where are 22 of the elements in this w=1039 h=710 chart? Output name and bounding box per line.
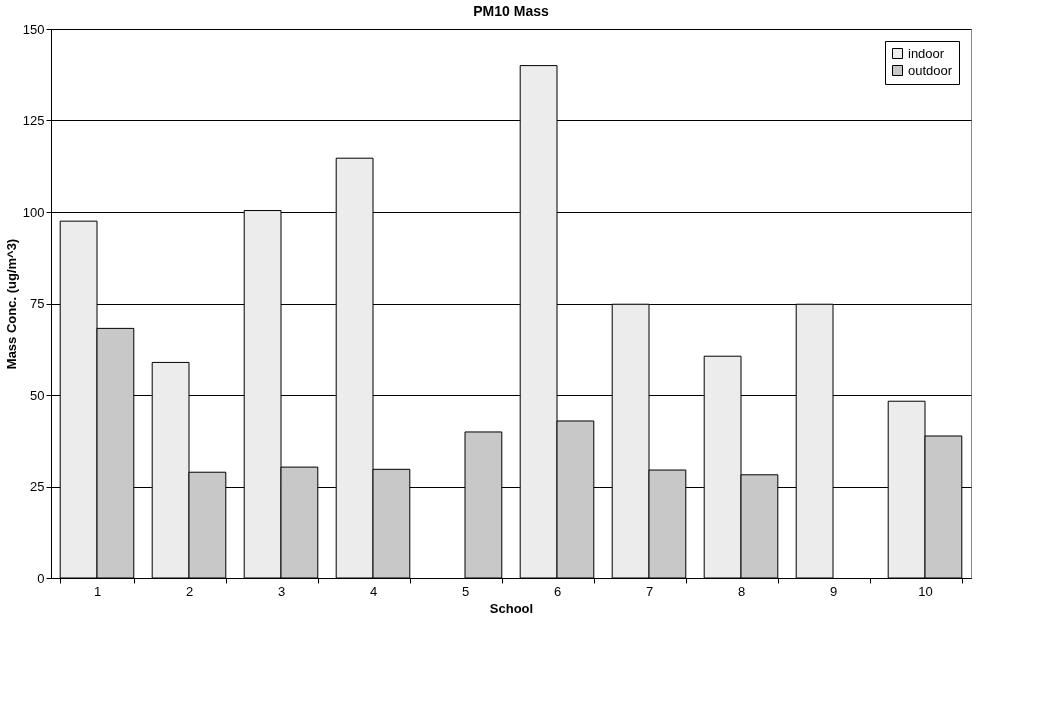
x-tick-label: 6: [553, 583, 562, 599]
x-tick-label: 3: [277, 583, 286, 599]
y-tick-label: 100: [22, 204, 45, 220]
x-tick-label: 8: [737, 583, 746, 599]
chart-title: PM10 Mass: [473, 3, 549, 19]
y-axis-title: Mass Conc. (ug/m^3): [3, 238, 19, 370]
legend-label: outdoor: [908, 62, 953, 78]
x-tick-label: 5: [461, 583, 470, 599]
x-tick-label: 10: [918, 583, 933, 599]
y-tick-label: 0: [37, 570, 45, 586]
y-tick-label: 50: [30, 387, 45, 403]
y-tick-label: 75: [30, 296, 45, 311]
legend-label: indoor: [908, 45, 945, 61]
y-tick-label: 150: [22, 21, 45, 37]
x-tick-label: 4: [369, 583, 378, 599]
x-tick-label: 9: [829, 583, 838, 599]
x-tick-label: 7: [645, 583, 654, 599]
x-axis-title: School: [489, 600, 534, 616]
x-tick-label: 1: [93, 583, 102, 599]
x-tick-label: 2: [185, 583, 194, 599]
y-tick-label: 25: [30, 479, 45, 494]
y-tick-label: 125: [22, 113, 45, 128]
